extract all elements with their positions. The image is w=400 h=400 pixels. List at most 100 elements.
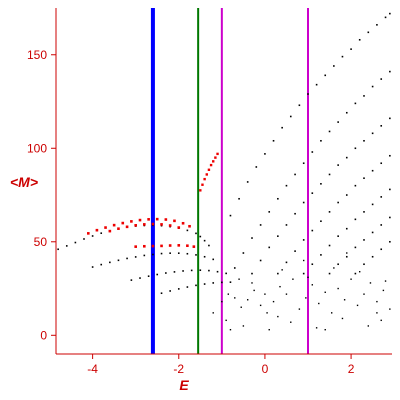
data-point — [320, 220, 322, 223]
data-point — [221, 281, 223, 284]
data-point — [251, 237, 253, 239]
data-point — [363, 239, 365, 241]
x-axis-label: E — [179, 377, 189, 393]
data-point — [298, 308, 301, 310]
data-point — [100, 232, 103, 234]
data-point — [134, 256, 137, 258]
data-point — [147, 218, 150, 221]
data-point — [165, 272, 167, 274]
data-point — [305, 297, 307, 299]
data-point — [229, 328, 232, 331]
data-point — [315, 83, 318, 86]
data-point — [208, 244, 210, 247]
data-point — [199, 235, 202, 238]
data-point — [160, 252, 163, 255]
data-point — [199, 189, 202, 192]
data-point — [289, 115, 292, 118]
data-point — [251, 272, 253, 275]
data-point — [350, 278, 352, 280]
data-point — [203, 255, 206, 258]
data-point — [242, 325, 245, 327]
data-point — [389, 12, 391, 15]
data-point — [225, 319, 227, 322]
data-point — [354, 102, 357, 105]
data-point — [177, 288, 180, 290]
data-point — [337, 287, 339, 290]
data-point — [384, 16, 387, 19]
data-point — [371, 231, 374, 234]
data-point — [346, 252, 348, 254]
data-point — [181, 221, 185, 225]
data-point — [294, 250, 296, 252]
data-point — [234, 297, 236, 299]
data-point — [195, 284, 197, 287]
data-point — [177, 252, 180, 254]
data-point — [354, 218, 357, 221]
data-point — [233, 267, 236, 269]
data-point — [238, 278, 240, 280]
data-point — [240, 306, 242, 308]
data-point — [199, 269, 202, 272]
x-tick-label: -4 — [87, 362, 98, 376]
data-point — [207, 168, 211, 171]
data-point — [380, 224, 383, 226]
data-point — [242, 252, 245, 254]
data-point — [203, 239, 206, 242]
data-point — [277, 272, 279, 275]
data-point — [168, 244, 172, 247]
data-point — [371, 169, 374, 172]
data-point — [389, 216, 391, 219]
data-point — [367, 31, 370, 34]
data-point — [203, 177, 206, 181]
data-point — [264, 293, 266, 295]
axis-ticks: -4 -2 0 2 0 50 100 150 — [27, 48, 355, 376]
data-point — [341, 55, 344, 58]
data-point — [229, 214, 232, 217]
data-point — [246, 299, 249, 301]
data-point — [285, 224, 288, 226]
data-point — [371, 85, 374, 88]
data-point — [294, 173, 296, 176]
data-point — [160, 292, 163, 295]
y-tick-label: 50 — [34, 235, 48, 249]
x-tick-label: 0 — [262, 362, 269, 376]
data-point — [371, 255, 374, 258]
data-point — [363, 263, 365, 266]
data-point — [367, 325, 370, 327]
data-point — [168, 224, 172, 227]
data-point — [277, 235, 279, 237]
data-point — [324, 291, 326, 293]
data-point — [380, 248, 383, 251]
data-point — [173, 219, 176, 223]
data-point — [160, 244, 163, 248]
data-point — [169, 252, 171, 254]
data-point — [376, 300, 378, 303]
data-point — [358, 38, 361, 41]
data-point — [268, 211, 271, 213]
data-point — [343, 299, 346, 301]
y-tick-label: 0 — [40, 328, 47, 342]
data-point — [363, 139, 365, 142]
data-point — [389, 154, 391, 157]
data-point — [380, 319, 382, 322]
data-point — [125, 225, 129, 229]
data-point — [264, 153, 266, 155]
data-point — [151, 244, 155, 248]
data-point — [253, 289, 255, 292]
data-point — [108, 229, 112, 233]
data-point — [134, 224, 137, 227]
data-point — [384, 280, 387, 282]
data-point — [324, 74, 327, 77]
data-point — [201, 183, 204, 186]
y-axis-label: <M> — [10, 174, 38, 190]
data-point — [345, 156, 348, 159]
data-point — [177, 226, 181, 229]
data-point — [315, 327, 318, 329]
data-point — [95, 228, 99, 232]
data-point — [380, 196, 383, 198]
data-point — [328, 173, 331, 176]
data-point — [345, 227, 348, 230]
data-point — [345, 255, 348, 258]
data-point — [91, 266, 94, 268]
data-point — [121, 221, 125, 225]
